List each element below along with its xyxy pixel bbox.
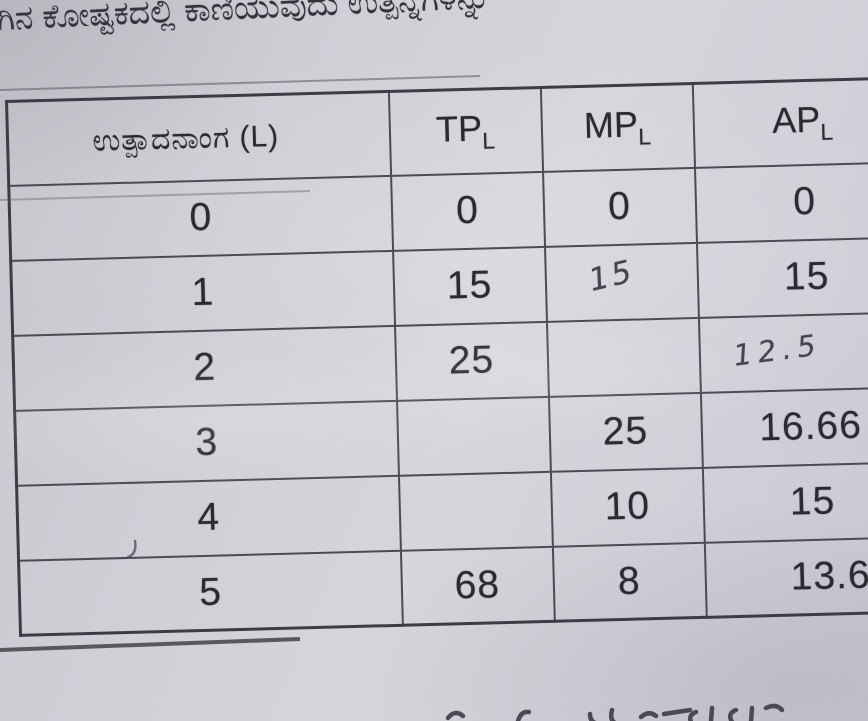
tp-cell: 68: [400, 546, 555, 626]
handwritten-value: 12.5: [731, 327, 825, 373]
tp-cell-empty: [396, 396, 551, 476]
cut-off-text-fragments: [445, 703, 785, 721]
mp-column-header: MPL: [540, 83, 695, 172]
mp-cell-empty: [546, 317, 701, 397]
handwritten-value: 15: [585, 253, 638, 299]
page-caption-kannada: ಗಿನ ಕೋಷ್ಟಕದಲ್ಲಿ ಕಾಣಿಯುವುದು ಉತ್ಪನ್ನಗಳನ್ನು: [0, 0, 491, 37]
labour-cell: 0: [8, 175, 393, 261]
tp-cell: 0: [390, 171, 545, 251]
labour-cell: 3: [14, 400, 399, 486]
ap-cell: 0: [694, 160, 868, 243]
double-print-line-top: [0, 75, 481, 91]
ap-column-header: APL: [692, 76, 868, 168]
mp-cell: 0: [542, 167, 697, 247]
labour-cell: 2: [12, 325, 397, 411]
labour-column-header: ಉತ್ಪಾದನಾಂಗ (L): [6, 91, 391, 186]
mp-cell: 25: [548, 392, 703, 472]
tp-cell-empty: [398, 471, 553, 551]
labour-cell: 1: [10, 250, 395, 336]
mp-cell: 8: [552, 542, 707, 622]
ap-cell-handwritten: 12.5: [698, 310, 868, 393]
labour-cell: 5: [18, 550, 403, 636]
ap-cell: 15: [702, 460, 868, 543]
mp-cell: 10: [550, 467, 705, 547]
mp-cell-handwritten: 15: [544, 242, 699, 322]
ap-cell: 16.66: [700, 385, 868, 468]
ap-cell-clipped: 13.60: [704, 535, 868, 618]
production-table: ಉತ್ಪಾದನಾಂಗ (L) TPL MPL APL 0 0 0 0 1 15 …: [5, 74, 868, 637]
ap-cell: 15: [696, 235, 868, 318]
bottom-rule-line: [0, 637, 301, 652]
tp-cell: 15: [392, 246, 547, 326]
tp-column-header: TPL: [388, 87, 543, 176]
labour-cell: 4: [16, 475, 401, 561]
tp-cell: 25: [394, 321, 549, 401]
table-wrapper: ಉತ್ಪಾದನಾಂಗ (L) TPL MPL APL 0 0 0 0 1 15 …: [5, 74, 868, 637]
